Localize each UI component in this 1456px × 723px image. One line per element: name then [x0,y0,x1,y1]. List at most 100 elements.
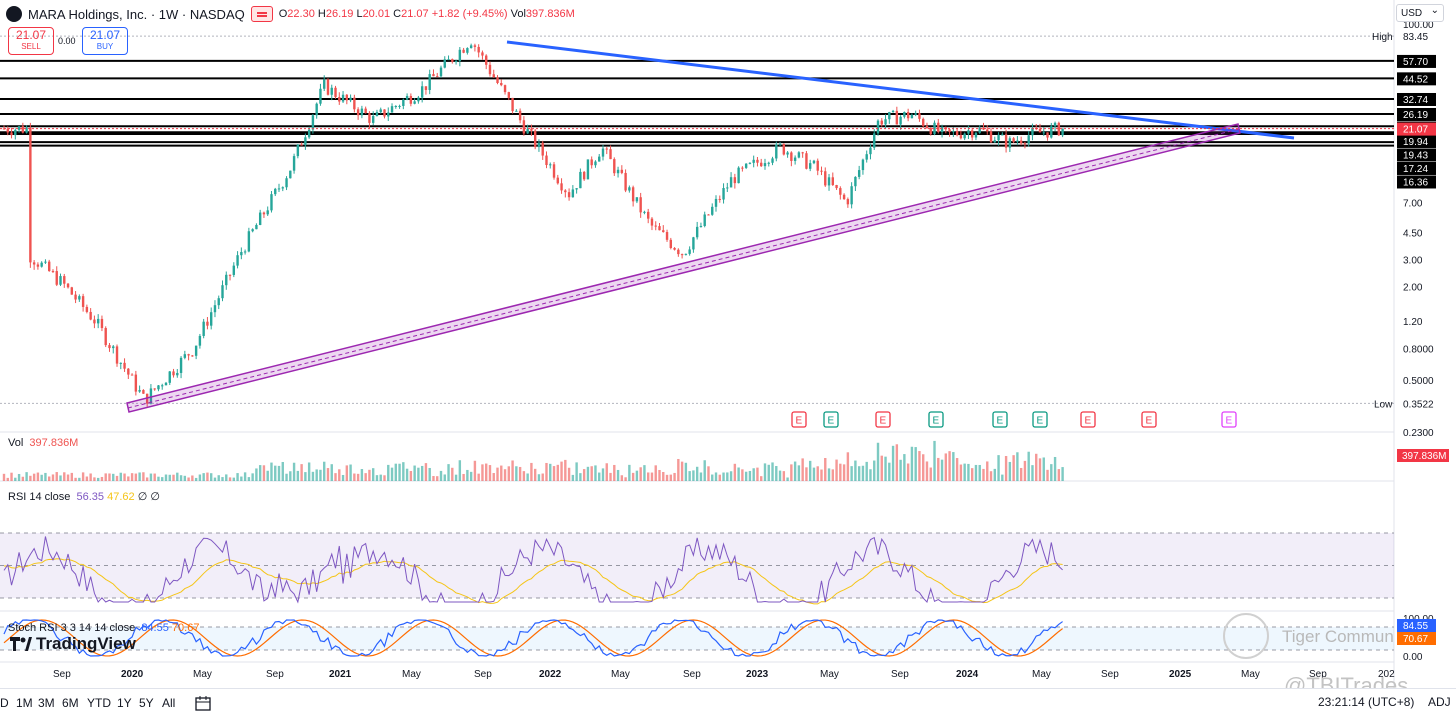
candle[interactable] [89,311,92,320]
candle[interactable] [1008,138,1012,148]
candle[interactable] [198,335,202,346]
candle[interactable] [522,120,526,134]
candle[interactable] [330,87,333,95]
candle[interactable] [601,148,605,157]
candle[interactable] [530,128,533,131]
candle[interactable] [680,254,684,256]
candle[interactable] [631,187,635,202]
candle[interactable] [81,296,85,307]
candle[interactable] [989,131,993,143]
candle[interactable] [473,45,477,47]
candle[interactable] [168,371,171,383]
candle[interactable] [123,362,126,369]
candle[interactable] [289,170,292,179]
candle[interactable] [824,171,827,186]
candle[interactable] [353,97,356,110]
earnings-marker[interactable] [875,411,891,428]
candle[interactable] [929,128,932,135]
candle[interactable] [982,127,985,130]
candle[interactable] [100,318,104,329]
candle[interactable] [579,171,582,189]
candle[interactable] [217,298,220,306]
candle[interactable] [613,159,616,174]
candle[interactable] [959,135,963,139]
candle[interactable] [654,225,657,227]
candle[interactable] [831,177,834,186]
candle[interactable] [417,97,420,102]
candle[interactable] [662,230,665,233]
candle[interactable] [805,153,808,169]
candle[interactable] [997,134,1000,141]
candle[interactable] [194,345,198,356]
candle[interactable] [345,94,349,101]
candle[interactable] [371,116,375,123]
candle[interactable] [503,85,507,93]
candle[interactable] [940,127,944,133]
candle[interactable] [44,261,47,263]
range-button-6m[interactable]: 6M [62,696,79,710]
candle[interactable] [108,345,111,349]
candle[interactable] [164,382,168,386]
currency-select[interactable]: USD [1396,2,1444,22]
earnings-marker[interactable] [1080,411,1096,428]
candle[interactable] [266,210,269,215]
stoch-k-line[interactable] [3,619,1063,657]
symbol-title[interactable]: MARA Holdings, Inc. · 1W · NASDAQ [28,6,245,22]
candle[interactable] [356,109,360,116]
candle[interactable] [827,177,831,186]
candle[interactable] [733,177,737,184]
candle[interactable] [910,114,914,119]
candle[interactable] [32,262,36,265]
candle[interactable] [243,251,247,253]
candle[interactable] [594,161,597,166]
earnings-marker[interactable] [1221,411,1237,428]
candle[interactable] [744,163,748,168]
candle[interactable] [387,112,390,117]
candle[interactable] [650,218,654,226]
candle[interactable] [93,319,96,324]
candle[interactable] [428,74,431,90]
candle[interactable] [616,169,620,174]
candle[interactable] [552,164,556,178]
candle[interactable] [469,45,473,49]
candle[interactable] [718,198,721,200]
earnings-marker[interactable] [992,411,1008,428]
candle[interactable] [319,88,322,104]
candle[interactable] [974,132,978,138]
candle[interactable] [157,385,160,390]
candle[interactable] [413,101,416,104]
candle[interactable] [274,188,277,195]
descending-trendline[interactable] [506,40,1295,140]
candle[interactable] [628,187,631,191]
candle[interactable] [948,129,951,132]
candle[interactable] [677,249,680,255]
candle[interactable] [402,99,405,106]
range-button-all[interactable]: All [162,696,176,710]
candle[interactable] [688,249,691,254]
candle[interactable] [1027,135,1030,144]
candle[interactable] [66,283,70,288]
candle[interactable] [970,130,974,138]
candle[interactable] [409,95,413,104]
candle[interactable] [808,163,812,169]
candle[interactable] [349,97,352,101]
adj-toggle[interactable]: ADJ [1428,695,1451,709]
candle[interactable] [492,74,495,78]
candle[interactable] [21,126,25,133]
candle[interactable] [1046,132,1049,138]
candle[interactable] [541,142,544,156]
candle[interactable] [74,294,77,300]
candle[interactable] [801,152,804,154]
candle[interactable] [134,374,138,392]
candle[interactable] [300,144,303,146]
candle[interactable] [564,190,567,193]
range-button-5y[interactable]: 5Y [139,696,154,710]
candle[interactable] [605,148,608,150]
candle[interactable] [112,346,115,349]
candle[interactable] [571,189,575,198]
candle[interactable] [741,167,744,169]
candle[interactable] [247,231,251,252]
candle[interactable] [462,49,465,53]
